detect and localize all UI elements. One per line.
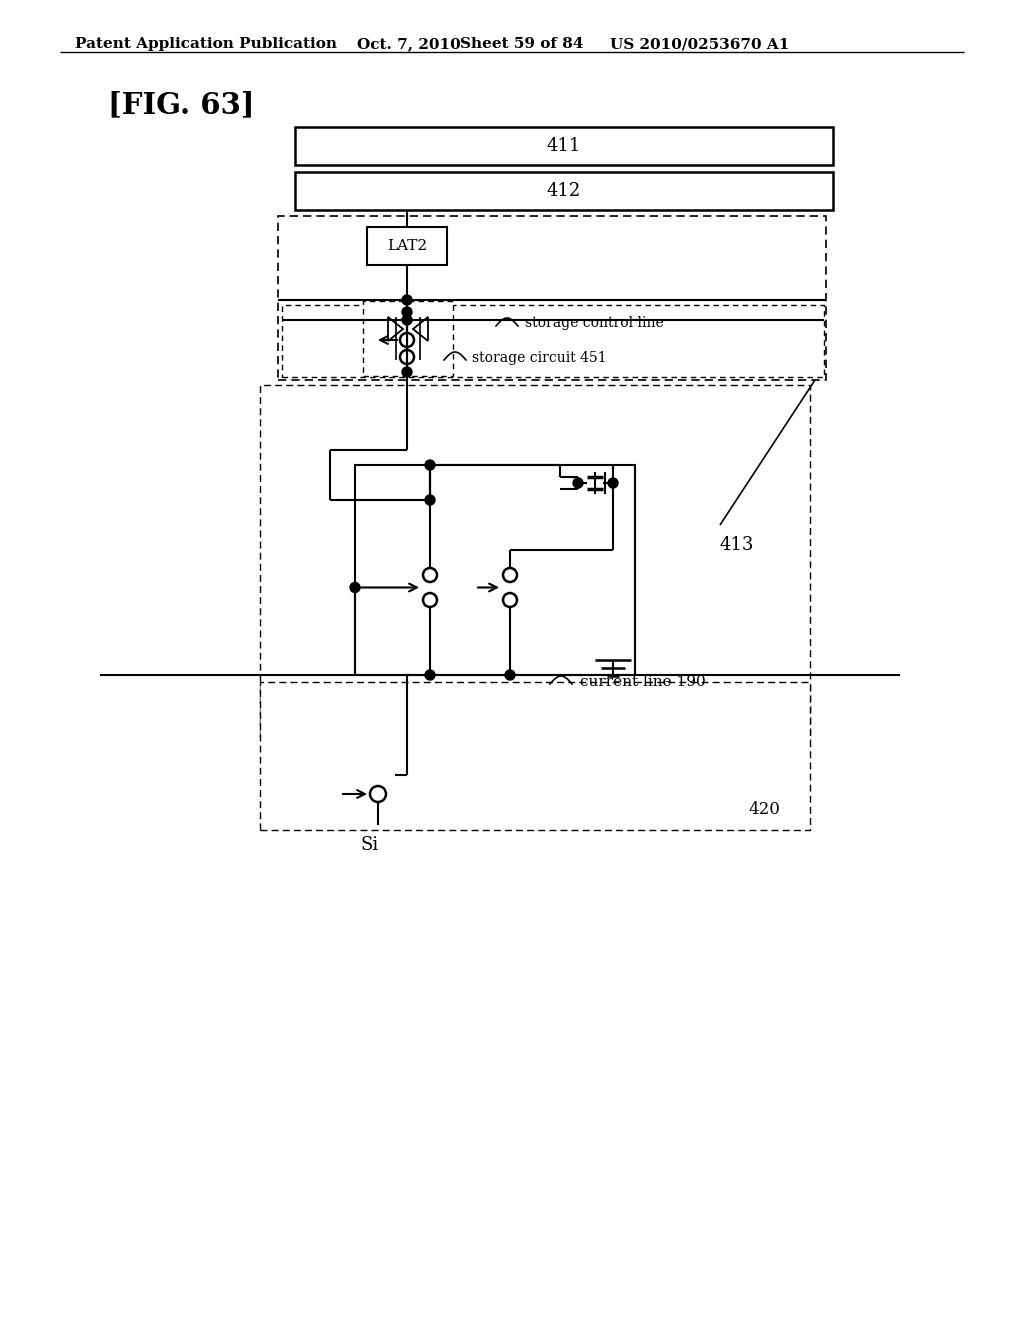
Bar <box>295 172 833 210</box>
Text: storage circuit 451: storage circuit 451 <box>472 351 606 366</box>
Text: Patent Application Publication: Patent Application Publication <box>75 37 337 51</box>
Circle shape <box>608 478 618 488</box>
Bar <box>278 216 826 380</box>
Text: Oct. 7, 2010: Oct. 7, 2010 <box>357 37 461 51</box>
Circle shape <box>425 671 435 680</box>
Text: Si: Si <box>360 836 379 854</box>
Text: LAT2: LAT2 <box>387 239 427 253</box>
Text: 412: 412 <box>547 182 582 201</box>
Text: 411: 411 <box>547 137 582 154</box>
Text: [FIG. 63]: [FIG. 63] <box>108 90 255 119</box>
Bar <box>260 385 810 741</box>
Circle shape <box>402 315 412 325</box>
Text: 413: 413 <box>720 536 755 554</box>
Bar <box>282 305 824 378</box>
Circle shape <box>573 478 583 488</box>
Bar <box>355 465 635 675</box>
Bar <box>295 127 833 165</box>
Bar <box>367 227 447 265</box>
Bar <box>260 682 810 830</box>
Text: US 2010/0253670 A1: US 2010/0253670 A1 <box>610 37 790 51</box>
Circle shape <box>402 308 412 317</box>
Text: Sheet 59 of 84: Sheet 59 of 84 <box>460 37 584 51</box>
Circle shape <box>505 671 515 680</box>
Circle shape <box>402 294 412 305</box>
Circle shape <box>402 367 412 378</box>
Text: 420: 420 <box>749 801 780 818</box>
Text: storage control line: storage control line <box>525 315 664 330</box>
Circle shape <box>425 459 435 470</box>
Text: current line 190: current line 190 <box>580 675 706 689</box>
Circle shape <box>350 582 360 593</box>
Circle shape <box>425 495 435 506</box>
Bar <box>362 301 453 376</box>
